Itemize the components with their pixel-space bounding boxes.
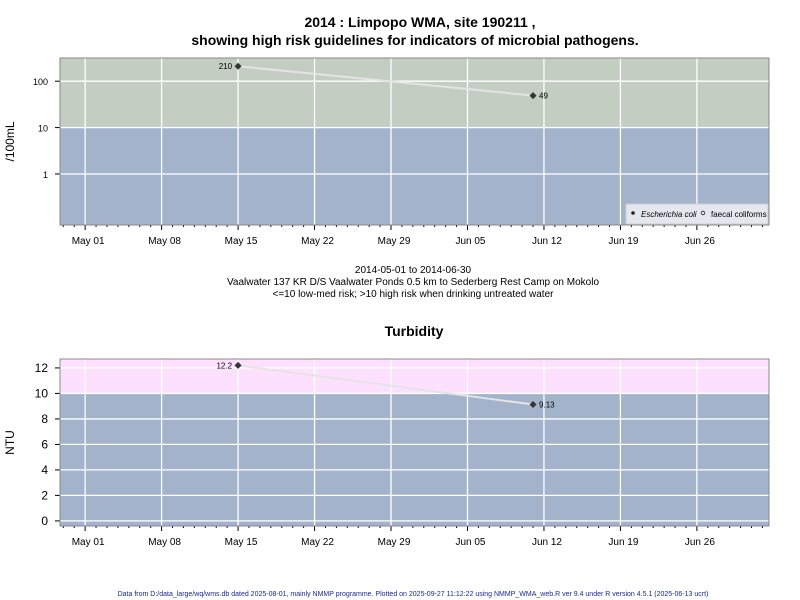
x-tick-label: May 22 — [301, 537, 334, 548]
y-tick-label: 4 — [41, 463, 48, 477]
data-point — [529, 92, 537, 100]
x-tick-label: Jun 19 — [608, 537, 638, 548]
x-tick-label: May 29 — [378, 236, 411, 247]
x-tick-label: Jun 05 — [455, 236, 485, 247]
legend-entry-ecoli: Escherichia coli — [641, 210, 697, 219]
data-label: 210 — [219, 62, 233, 71]
data-label: 49 — [539, 92, 548, 101]
x-tick-label: May 01 — [72, 236, 105, 247]
legend-entry-faecal: faecal coliforms — [711, 210, 767, 219]
risk-band — [60, 359, 769, 394]
x-tick-label: May 22 — [301, 236, 334, 247]
x-tick-label: Jun 12 — [532, 236, 562, 247]
x-tick-label: May 15 — [225, 236, 258, 247]
x-tick-label: May 01 — [72, 537, 105, 548]
y-tick-label: 6 — [41, 437, 48, 451]
risk-band — [60, 58, 769, 128]
x-tick-label: May 08 — [148, 236, 181, 247]
y-tick-label: 10 — [38, 124, 48, 134]
x-tick-label: Jun 26 — [685, 236, 715, 247]
y-tick-label: 8 — [41, 412, 48, 426]
turbidity-title: Turbidity — [385, 323, 444, 339]
x-tick-label: May 08 — [148, 537, 181, 548]
y-tick-label: 100 — [33, 77, 48, 87]
subtitle-guideline: <=10 low-med risk; >10 high risk when dr… — [273, 289, 555, 300]
series-line — [237, 364, 534, 406]
data-point — [234, 361, 242, 369]
main-title-line1: 2014 : Limpopo WMA, site 190211 , — [304, 14, 535, 30]
x-tick-label: Jun 12 — [532, 537, 562, 548]
plot-border — [59, 358, 770, 527]
main-title-line2: showing high risk guidelines for indicat… — [191, 32, 638, 48]
data-label: 12.2 — [216, 361, 232, 370]
x-tick-label: Jun 05 — [455, 537, 485, 548]
y-tick-label: 2 — [41, 488, 48, 502]
y-tick-label: 12 — [35, 361, 49, 375]
turbidity-panel: 0 2 4 6 8 10 12 May 01 May 08 May 15 May 22 May 29 J… — [3, 358, 770, 548]
subtitle-site: Vaalwater 137 KR D/S Vaalwater Ponds 0.5… — [227, 277, 599, 288]
data-point — [234, 62, 242, 70]
footer-note: Data from D:/data_large/wq/wms.db dated … — [118, 591, 709, 598]
data-point — [529, 401, 537, 409]
legend-marker-ecoli — [631, 211, 635, 215]
series-line — [237, 65, 534, 97]
y-tick-label: 10 — [35, 386, 49, 400]
x-tick-label: May 15 — [225, 537, 258, 548]
x-tick-label: May 29 — [378, 537, 411, 548]
y-axis-label: NTU — [3, 430, 17, 455]
ecoli-panel: 1 10 100 May 01 May 08 May 15 May 22 May 29 Jun … — [3, 57, 770, 247]
legend-box — [625, 203, 769, 225]
x-tick-label: Jun 19 — [608, 236, 638, 247]
plot-border — [59, 57, 770, 226]
data-label: 9.13 — [539, 401, 555, 410]
y-tick-label: 0 — [41, 514, 48, 528]
x-tick-label: Jun 26 — [685, 537, 715, 548]
risk-band — [60, 393, 769, 526]
subtitle-dates: 2014-05-01 to 2014-06-30 — [355, 265, 472, 276]
legend-marker-faecal — [700, 210, 706, 216]
y-tick-label: 1 — [43, 170, 48, 180]
y-axis-label: /100mL — [3, 121, 17, 161]
